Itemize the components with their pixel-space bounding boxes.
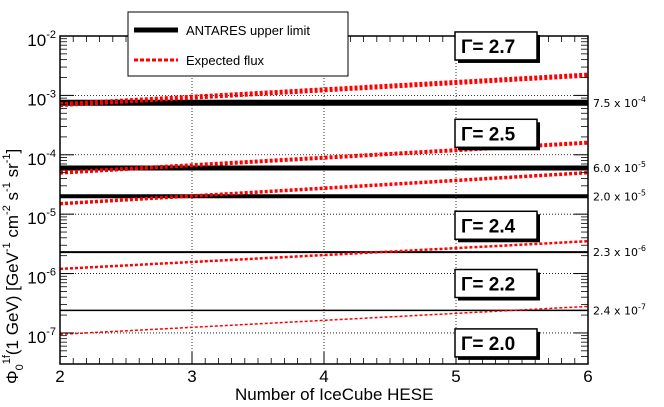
- gamma-box-label: Γ= 2.5: [461, 124, 516, 145]
- limit-exponent: -4: [638, 95, 646, 104]
- gamma-box-frame: [454, 118, 538, 149]
- limit-mantissa: 2.3 x 10: [593, 246, 638, 259]
- gamma-box-3: Γ= 2.2: [454, 268, 540, 301]
- legend-label-expected-flux: Expected flux: [186, 53, 265, 68]
- gamma-box-label: Γ= 2.0: [461, 334, 515, 355]
- limit-mantissa: 7.5 x 10: [593, 97, 638, 110]
- gamma-value: = 2.7: [472, 37, 515, 58]
- expected-flux-line-gamma-2.7: [59, 72, 589, 108]
- upper-limit-value-gamma-2.2: 2.3 x 10-6: [593, 244, 646, 259]
- y-title-exp-4: -1: [1, 153, 13, 163]
- limit-exponent: -5: [638, 160, 646, 169]
- legend-box: [127, 11, 349, 77]
- gamma-box-label: Γ= 2.2: [461, 275, 515, 296]
- y-tick-label: 10-6: [27, 267, 56, 288]
- upper-limit-value-gamma-2.0: 2.4 x 10-7: [593, 302, 646, 317]
- y-title-close: ]: [3, 149, 22, 154]
- gamma-value: = 2.2: [472, 275, 515, 296]
- limit-mantissa: 6.0 x 10: [593, 162, 638, 175]
- y-tick-base: 10: [27, 31, 46, 50]
- gamma-value: = 2.5: [472, 124, 515, 145]
- gamma-box-0: Γ= 2.7: [454, 31, 540, 63]
- y-title-phi: Φ: [3, 370, 22, 384]
- y-title-cm: cm: [3, 215, 22, 242]
- legend: ANTARES upper limit Expected flux: [127, 11, 349, 77]
- expected-flux-line-gamma-2.2: [59, 239, 589, 271]
- axis-ticks: 2 3 4 5 610-710-610-510-410-310-2: [27, 29, 592, 386]
- limit-exponent: -7: [638, 302, 646, 311]
- limit-exponent: -5: [638, 188, 646, 197]
- x-tick-label: 5: [451, 367, 460, 386]
- gamma-box-label: Γ= 2.7: [461, 37, 515, 58]
- x-tick-label: 6: [583, 367, 592, 386]
- y-title-exp-3: -1: [1, 182, 13, 192]
- limit-annotations: 7.5 x 10-46.0 x 10-52.0 x 10-52.3 x 10-6…: [593, 95, 646, 318]
- gamma-symbol: Γ: [461, 275, 473, 296]
- gamma-box-frame: [454, 31, 538, 61]
- gamma-box-4: Γ= 2.0: [454, 328, 540, 360]
- x-tick-label: 4: [319, 367, 328, 386]
- grid: [60, 35, 588, 364]
- y-tick-base: 10: [27, 90, 46, 109]
- limit-exponent: -6: [638, 244, 646, 253]
- y-axis-title: Φ01f(1 GeV) [GeV-1 cm-2 s-1 sr-1]: [1, 149, 26, 384]
- y-tick-label: 10-4: [27, 148, 56, 169]
- y-tick-exponent: -4: [46, 148, 56, 160]
- gamma-box-frame: [454, 210, 538, 241]
- x-tick-label: 3: [187, 367, 196, 386]
- upper-limit-value-gamma-2.5: 6.0 x 10-5: [593, 160, 646, 175]
- legend-label-upper-limit: ANTARES upper limit: [186, 23, 310, 38]
- gamma-box-1: Γ= 2.5: [454, 118, 540, 151]
- y-title-sr: sr: [3, 163, 22, 182]
- x-axis-title: Number of IceCube HESE: [235, 385, 433, 404]
- expected-flux-line-gamma-2.4: [59, 170, 589, 206]
- y-title-sup: 1f: [1, 354, 13, 364]
- gamma-value: = 2.4: [472, 216, 515, 237]
- gamma-labels: Γ= 2.7Γ= 2.5Γ= 2.4Γ= 2.2Γ= 2.0: [454, 31, 540, 360]
- y-tick-label: 10-5: [27, 207, 56, 228]
- y-tick-base: 10: [27, 209, 46, 228]
- plot-frame: [59, 35, 589, 365]
- y-tick-exponent: -7: [46, 326, 56, 338]
- y-tick-label: 10-2: [27, 29, 56, 50]
- y-title-exp-1: -1: [1, 242, 13, 252]
- gamma-box-frame: [454, 328, 538, 358]
- y-tick-base: 10: [27, 150, 46, 169]
- gamma-box-2: Γ= 2.4: [454, 210, 540, 243]
- y-title-sub: 0: [14, 364, 26, 370]
- y-tick-label: 10-7: [27, 326, 56, 347]
- expected-flux-line-gamma-2.0: [59, 305, 589, 336]
- gamma-box-label: Γ= 2.4: [461, 216, 516, 237]
- x-tick-label: 2: [55, 367, 64, 386]
- gamma-value: = 2.0: [472, 334, 515, 355]
- gamma-box-frame: [454, 268, 538, 299]
- y-title-exp-2: -2: [1, 205, 13, 215]
- y-title-s: s: [3, 192, 22, 205]
- y-title-main: (1 GeV) [GeV: [3, 251, 22, 355]
- limit-mantissa: 2.4 x 10: [593, 304, 638, 317]
- upper-limit-value-gamma-2.7: 7.5 x 10-4: [593, 95, 646, 110]
- y-tick-base: 10: [27, 269, 46, 288]
- y-tick-exponent: -6: [46, 267, 56, 279]
- y-tick-exponent: -3: [46, 88, 56, 100]
- gamma-symbol: Γ: [461, 37, 473, 58]
- gamma-symbol: Γ: [461, 216, 473, 237]
- limit-mantissa: 2.0 x 10: [593, 190, 638, 203]
- upper-limit-value-gamma-2.4: 2.0 x 10-5: [593, 188, 646, 203]
- y-tick-exponent: -5: [46, 207, 56, 219]
- y-tick-exponent: -2: [46, 29, 56, 41]
- gamma-symbol: Γ: [461, 334, 473, 355]
- gamma-symbol: Γ: [461, 124, 473, 145]
- y-tick-base: 10: [27, 328, 46, 347]
- y-tick-label: 10-3: [27, 88, 56, 109]
